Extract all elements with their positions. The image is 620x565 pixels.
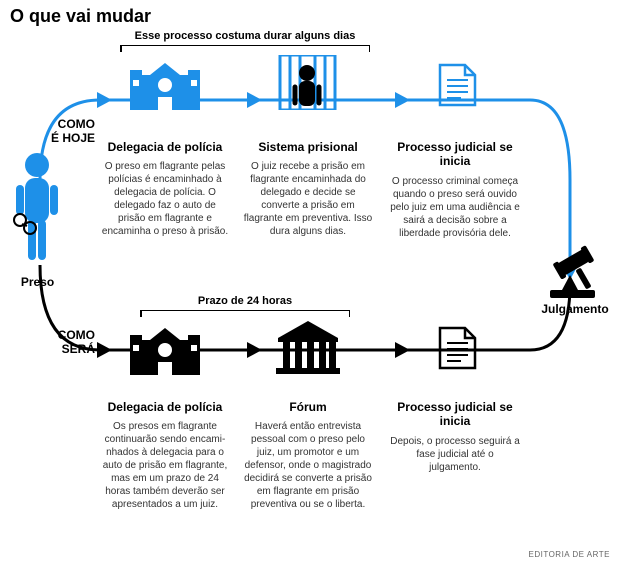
page-title: O que vai mudar (10, 6, 151, 27)
top-step-2: Sistema prisional O juiz recebe a prisão… (243, 140, 373, 238)
police-station-icon-bottom (130, 320, 200, 380)
step-title: Fórum (243, 400, 373, 414)
top-step-1: Delegacia de polícia O preso em flagrant… (100, 140, 230, 238)
step-title: Processo judicial se inicia (390, 400, 520, 429)
document-icon-top (435, 60, 480, 115)
credit: EDITORIA DE ARTE (528, 550, 610, 559)
document-icon-bottom (435, 323, 480, 378)
step-title: Sistema prisional (243, 140, 373, 154)
top-bracket (120, 45, 370, 51)
step-title: Delegacia de polícia (100, 140, 230, 154)
step-desc: O processo criminal começa quando o pres… (390, 175, 520, 240)
top-duration-label: Esse processo costuma durar alguns dias (120, 30, 370, 42)
police-station-icon-top (130, 55, 200, 115)
step-title: Processo judicial se inicia (390, 140, 520, 169)
forum-icon (273, 318, 343, 381)
step-desc: Depois, o processo seguirá a fase judici… (390, 435, 520, 474)
step-desc: O preso em flagrante pelas polícias é en… (100, 160, 230, 238)
gavel-icon (540, 245, 610, 305)
prison-icon (275, 55, 340, 115)
step-desc: O juiz recebe a prisão em flagrante enca… (243, 160, 373, 238)
step-title: Delegacia de polícia (100, 400, 230, 414)
step-desc: Haverá então entrevista pessoal com o pr… (243, 420, 373, 511)
bottom-step-1: Delegacia de polícia Os presos em flagra… (100, 400, 230, 511)
step-desc: Os presos em flagrante continuarão sendo… (100, 420, 230, 511)
bottom-step-3: Processo judicial se inicia Depois, o pr… (390, 400, 520, 474)
bottom-step-2: Fórum Haverá então entrevista pessoal co… (243, 400, 373, 511)
end-label: Julgamento (535, 302, 615, 316)
top-step-3: Processo judicial se inicia O processo c… (390, 140, 520, 240)
